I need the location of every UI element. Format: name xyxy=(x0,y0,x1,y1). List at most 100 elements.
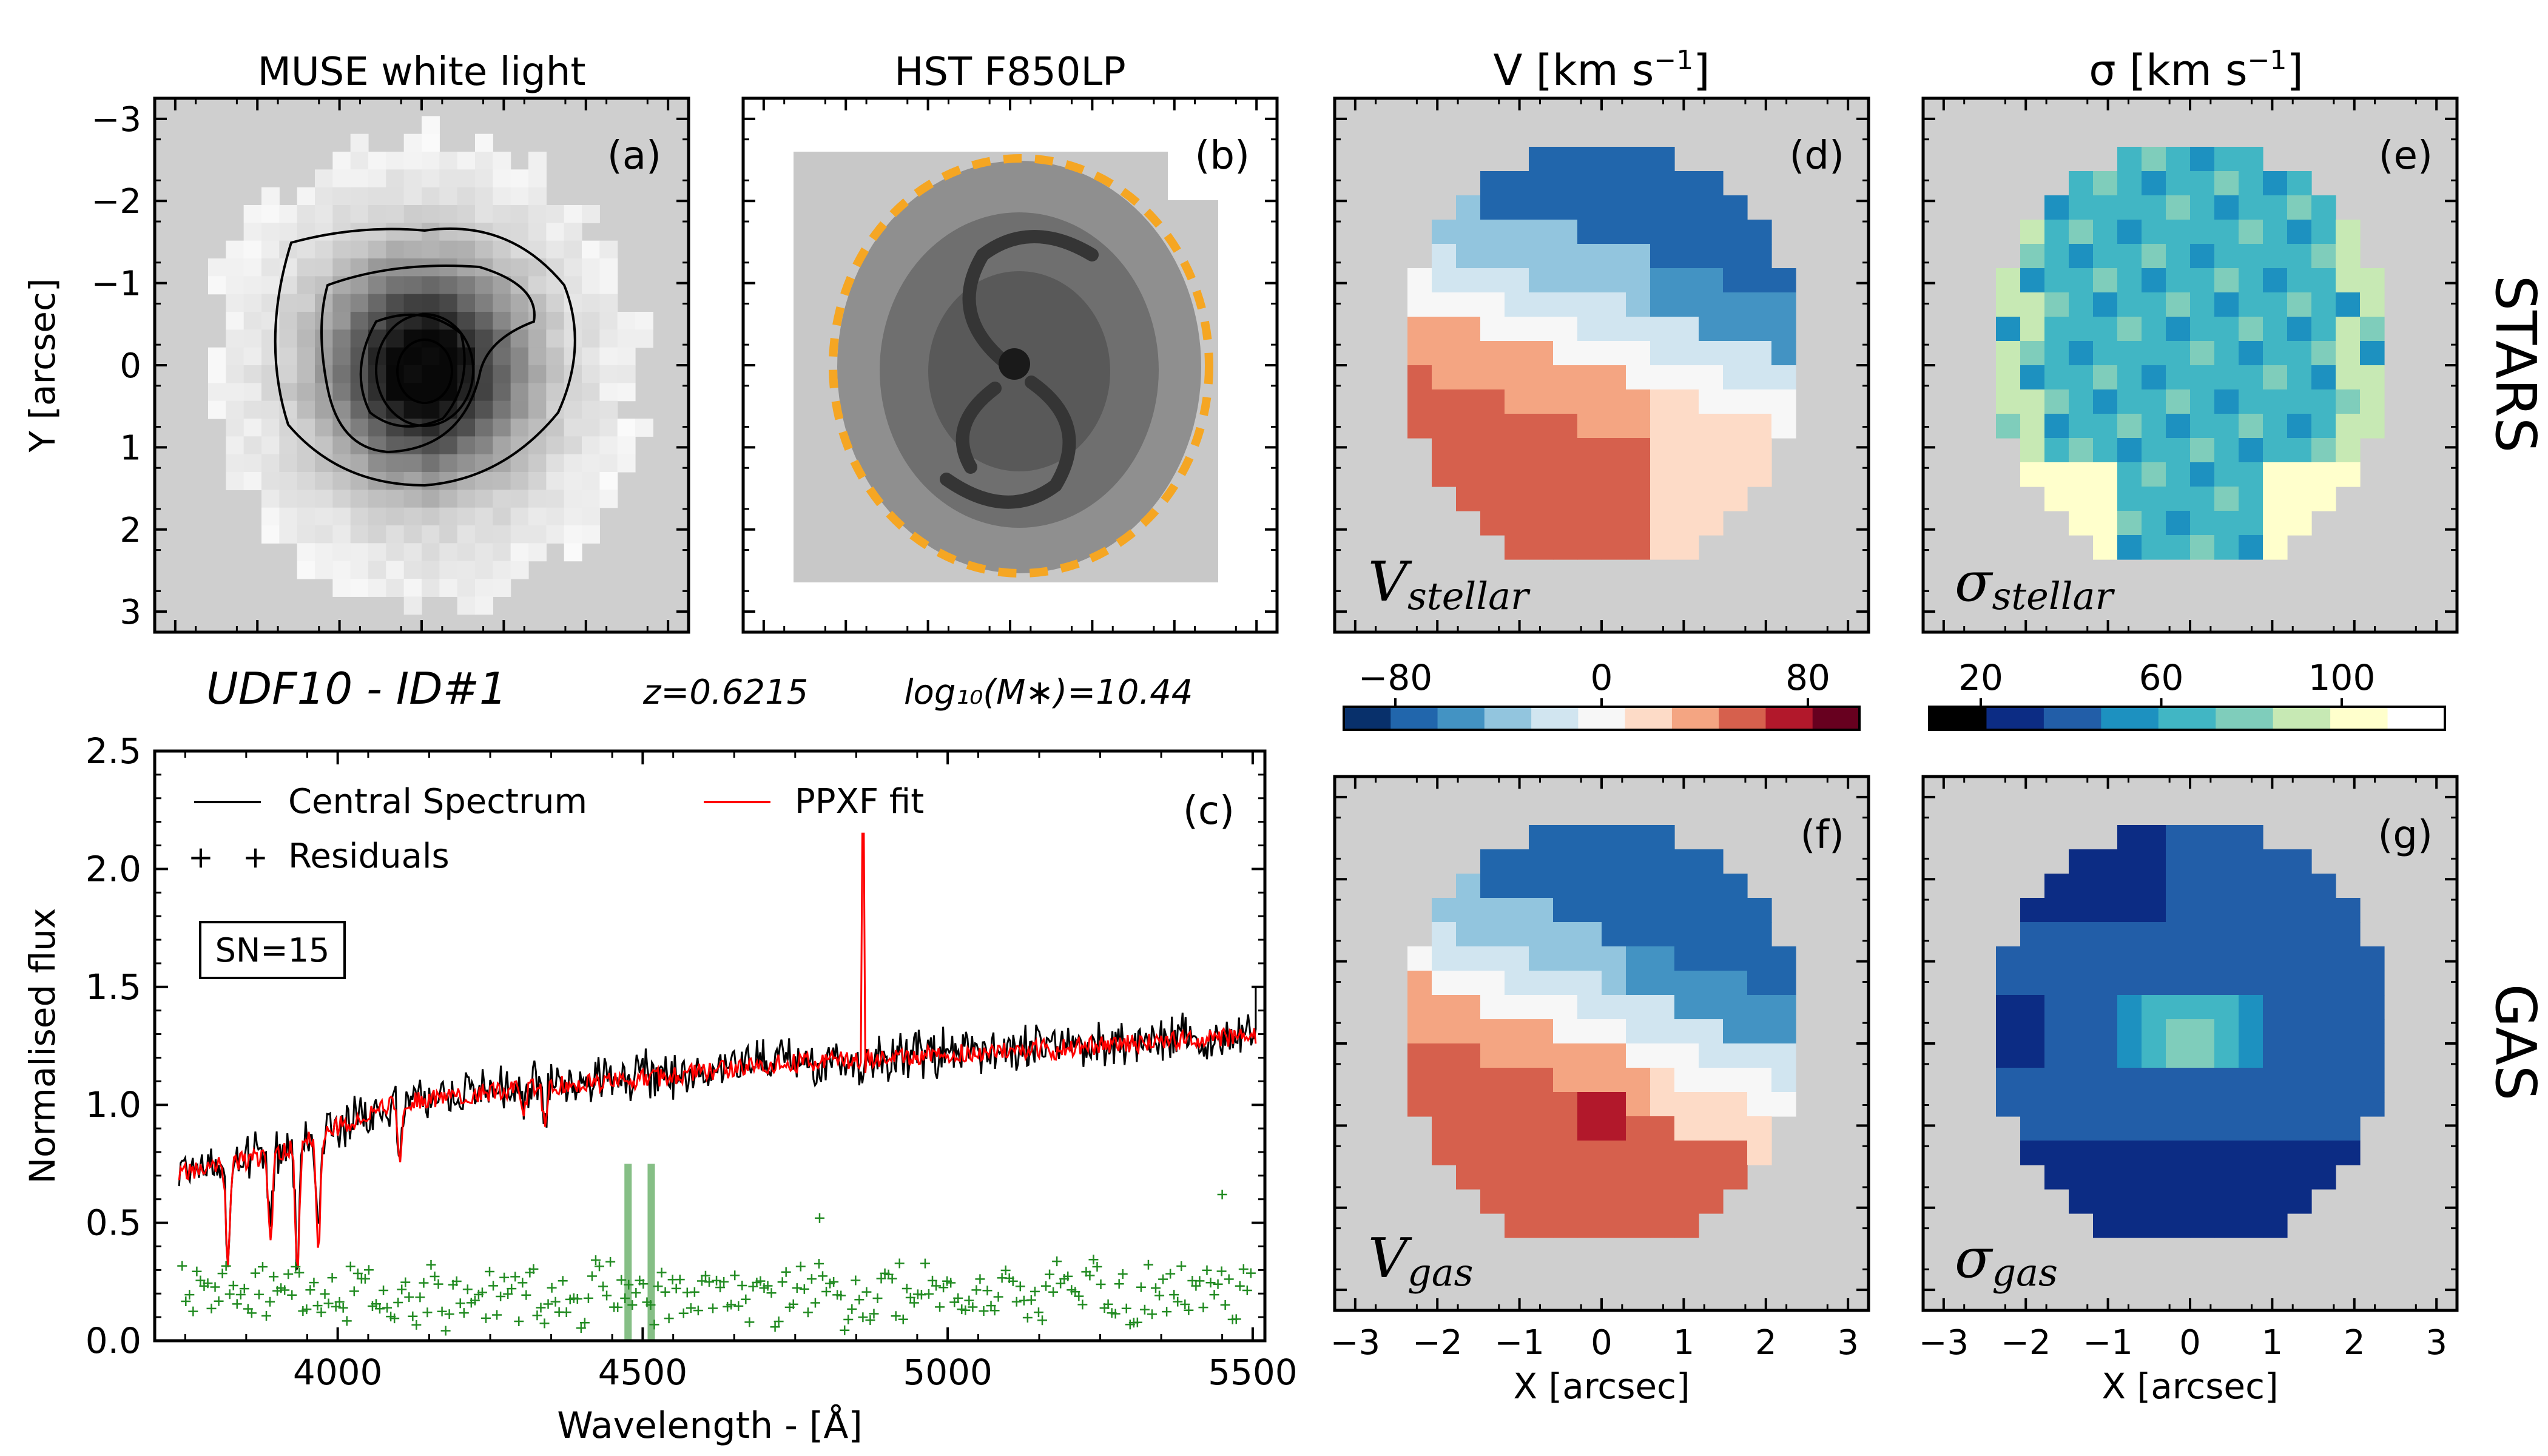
white-light-pixel xyxy=(457,454,476,473)
white-light-pixel xyxy=(403,294,422,312)
residual-marker xyxy=(774,1316,784,1327)
white-light-pixel xyxy=(350,187,369,206)
spaxel xyxy=(1602,1116,1626,1141)
spaxel xyxy=(2214,1043,2239,1068)
white-light-pixel xyxy=(243,383,262,402)
colorbar-frame xyxy=(1928,706,2446,731)
spaxel xyxy=(1577,1019,1602,1044)
white-light-pixel xyxy=(368,543,386,562)
residual-marker xyxy=(649,1320,659,1330)
white-light-pixel xyxy=(297,472,315,490)
residual-marker xyxy=(777,1277,787,1287)
spaxel xyxy=(2239,389,2263,414)
residual-marker xyxy=(1180,1299,1190,1309)
residual-marker xyxy=(675,1275,685,1285)
white-light-pixel xyxy=(279,507,298,526)
spaxel xyxy=(2214,971,2239,996)
spaxel xyxy=(1650,317,1675,342)
residual-marker xyxy=(730,1270,740,1281)
spaxel xyxy=(2214,874,2239,898)
colorbar-segment xyxy=(1812,707,1860,730)
spaxel xyxy=(2069,171,2094,196)
white-light-pixel xyxy=(332,152,351,170)
residual-marker xyxy=(891,1311,901,1321)
gas-row-label: GAS xyxy=(2483,984,2548,1101)
spaxel xyxy=(1529,946,1554,971)
spaxel xyxy=(1674,414,1699,439)
spaxel xyxy=(2166,1165,2191,1190)
spaxel xyxy=(1699,292,1724,317)
white-light-pixel xyxy=(564,454,582,473)
residual-marker xyxy=(426,1259,436,1270)
spaxel xyxy=(1674,365,1699,390)
spaxel xyxy=(1674,487,1699,511)
spaxel xyxy=(2069,849,2094,874)
spaxel xyxy=(2069,995,2094,1020)
spaxel xyxy=(2360,414,2385,439)
residual-marker xyxy=(459,1308,469,1318)
residual-marker xyxy=(451,1276,462,1287)
residual-marker xyxy=(195,1275,206,1286)
spaxel xyxy=(2239,268,2263,293)
spaxel xyxy=(1626,946,1651,971)
spaxel xyxy=(1407,1068,1432,1093)
spaxel xyxy=(1650,341,1675,366)
white-light-pixel xyxy=(457,169,476,188)
spaxel xyxy=(1529,389,1554,414)
white-light-pixel xyxy=(297,543,315,562)
spaxel xyxy=(1505,195,1529,220)
spaxel xyxy=(1699,365,1724,390)
residual-marker xyxy=(422,1307,433,1318)
spaxel xyxy=(1505,511,1529,536)
spaxel xyxy=(2093,1213,2118,1238)
spaxel xyxy=(1407,317,1432,342)
spaxel xyxy=(1407,971,1432,996)
spaxel xyxy=(1602,535,1626,560)
spaxel xyxy=(1577,1141,1602,1165)
spaxel xyxy=(1699,389,1724,414)
white-light-pixel xyxy=(261,472,280,490)
white-light-pixel xyxy=(261,187,280,206)
white-light-pixel xyxy=(564,436,582,455)
spaxel xyxy=(1723,317,1748,342)
spaxel xyxy=(2287,1068,2312,1093)
spaxel xyxy=(1699,1043,1724,1068)
spaxel xyxy=(2166,874,2191,898)
residual-marker xyxy=(872,1293,883,1304)
spaxel xyxy=(1529,171,1554,196)
masked-region xyxy=(647,1164,655,1341)
white-light-pixel xyxy=(582,312,600,330)
spaxel xyxy=(1674,1116,1699,1141)
stellar-mass-label: log₁₀(M∗)=10.44 xyxy=(904,673,1193,712)
spaxel xyxy=(1996,1043,2021,1068)
spaxel xyxy=(2214,1092,2239,1117)
spaxel xyxy=(1674,438,1699,463)
spaxel xyxy=(1602,898,1626,923)
residual-marker xyxy=(287,1290,297,1300)
spaxel xyxy=(2263,971,2288,996)
white-light-pixel xyxy=(439,490,458,508)
residual-marker xyxy=(818,1271,828,1281)
residual-marker xyxy=(485,1266,495,1276)
spaxel xyxy=(1529,511,1554,536)
spaxel xyxy=(2214,365,2239,390)
residual-marker xyxy=(309,1278,319,1288)
white-light-pixel xyxy=(332,436,351,455)
residual-marker xyxy=(693,1306,703,1316)
spaxel xyxy=(1529,438,1554,463)
spaxel xyxy=(1626,487,1651,511)
spaxel xyxy=(2336,244,2361,269)
white-light-pixel xyxy=(439,579,458,597)
spaxel xyxy=(1505,922,1529,947)
white-light-pixel xyxy=(439,276,458,295)
spaxel xyxy=(1650,365,1675,390)
white-light-pixel xyxy=(332,472,351,490)
spaxel xyxy=(2239,1116,2263,1141)
spaxel xyxy=(2190,971,2215,996)
spaxel xyxy=(2190,195,2215,220)
spaxel xyxy=(1553,438,1578,463)
residual-marker xyxy=(602,1290,612,1301)
spaxel xyxy=(2117,1141,2142,1165)
spaxel xyxy=(2336,317,2361,342)
